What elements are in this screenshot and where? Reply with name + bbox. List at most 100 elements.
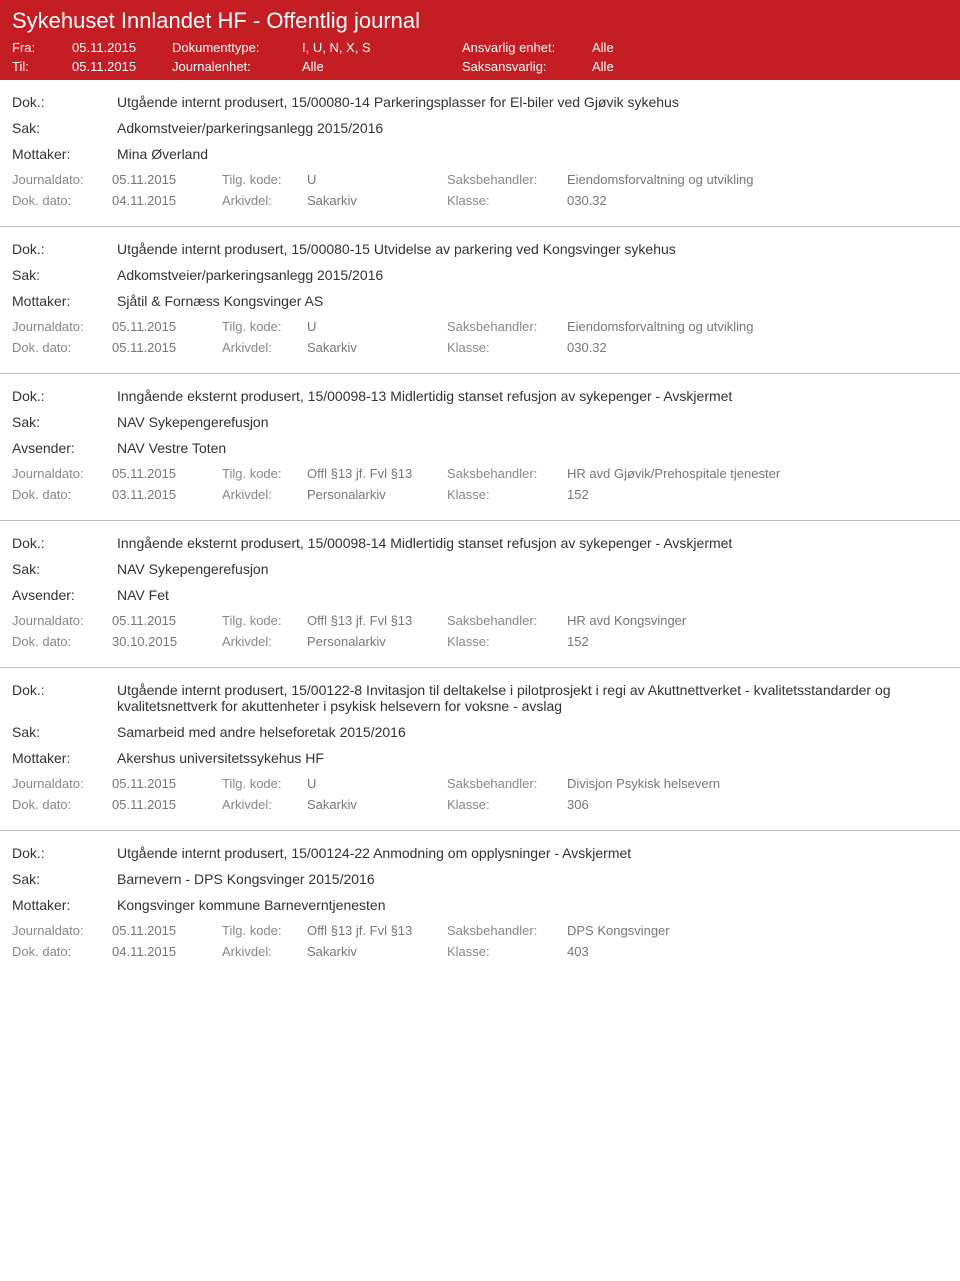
arkivdel-label: Arkivdel: bbox=[222, 193, 272, 208]
klasse-label: Klasse: bbox=[447, 487, 490, 502]
journaldato-value: 05.11.2015 bbox=[112, 923, 176, 938]
klasse-value: 306 bbox=[567, 797, 589, 812]
fra-label: Fra: bbox=[12, 40, 72, 55]
saksbehandler-value: DPS Kongsvinger bbox=[567, 923, 670, 938]
tilgkode-value: U bbox=[307, 319, 316, 334]
dokdato-label: Dok. dato: bbox=[12, 193, 71, 208]
arkivdel-value: Personalarkiv bbox=[307, 634, 386, 649]
klasse-value: 030.32 bbox=[567, 193, 607, 208]
tilgkode-label: Tilg. kode: bbox=[222, 923, 282, 938]
arkivdel-value: Sakarkiv bbox=[307, 944, 357, 959]
header: Sykehuset Innlandet HF - Offentlig journ… bbox=[0, 0, 960, 80]
dokdato-label: Dok. dato: bbox=[12, 487, 71, 502]
sak-value: Adkomstveier/parkeringsanlegg 2015/2016 bbox=[117, 267, 948, 283]
saksbehandler-value: HR avd Kongsvinger bbox=[567, 613, 686, 628]
saksbehandler-label: Saksbehandler: bbox=[447, 613, 537, 628]
party-value: Sjåtil & Fornæss Kongsvinger AS bbox=[117, 293, 948, 309]
sak-value: NAV Sykepengerefusjon bbox=[117, 561, 948, 577]
arkivdel-label: Arkivdel: bbox=[222, 634, 272, 649]
dok-value: Utgående internt produsert, 15/00124-22 … bbox=[117, 845, 948, 861]
saksbehandler-label: Saksbehandler: bbox=[447, 923, 537, 938]
arkivdel-label: Arkivdel: bbox=[222, 487, 272, 502]
ansvarlig-value: Alle bbox=[592, 40, 692, 55]
dok-label: Dok.: bbox=[12, 388, 117, 404]
dokdato-label: Dok. dato: bbox=[12, 797, 71, 812]
journaldato-label: Journaldato: bbox=[12, 613, 84, 628]
journaldato-value: 05.11.2015 bbox=[112, 466, 176, 481]
party-value: Mina Øverland bbox=[117, 146, 948, 162]
ansvarlig-label: Ansvarlig enhet: bbox=[462, 40, 592, 55]
party-label: Mottaker: bbox=[12, 293, 117, 309]
klasse-value: 152 bbox=[567, 487, 589, 502]
party-value: Kongsvinger kommune Barneverntjenesten bbox=[117, 897, 948, 913]
tilgkode-label: Tilg. kode: bbox=[222, 776, 282, 791]
party-label: Avsender: bbox=[12, 440, 117, 456]
tilgkode-value: Offl §13 jf. Fvl §13 bbox=[307, 613, 412, 628]
journal-entry: Dok.: Utgående internt produsert, 15/000… bbox=[0, 80, 960, 226]
party-label: Mottaker: bbox=[12, 897, 117, 913]
arkivdel-value: Personalarkiv bbox=[307, 487, 386, 502]
dokdato-value: 03.11.2015 bbox=[112, 487, 176, 502]
arkivdel-value: Sakarkiv bbox=[307, 193, 357, 208]
klasse-label: Klasse: bbox=[447, 797, 490, 812]
sak-value: NAV Sykepengerefusjon bbox=[117, 414, 948, 430]
doktype-value: I, U, N, X, S bbox=[302, 40, 462, 55]
dok-label: Dok.: bbox=[12, 682, 117, 714]
tilgkode-label: Tilg. kode: bbox=[222, 466, 282, 481]
arkivdel-value: Sakarkiv bbox=[307, 797, 357, 812]
tilgkode-value: Offl §13 jf. Fvl §13 bbox=[307, 923, 412, 938]
header-meta: Fra: Til: 05.11.2015 05.11.2015 Dokument… bbox=[12, 40, 948, 74]
entries-container: Dok.: Utgående internt produsert, 15/000… bbox=[0, 80, 960, 977]
tilgkode-value: U bbox=[307, 776, 316, 791]
tilgkode-label: Tilg. kode: bbox=[222, 172, 282, 187]
journal-entry: Dok.: Inngående eksternt produsert, 15/0… bbox=[0, 520, 960, 667]
arkivdel-label: Arkivdel: bbox=[222, 340, 272, 355]
klasse-value: 030.32 bbox=[567, 340, 607, 355]
journaldato-value: 05.11.2015 bbox=[112, 172, 176, 187]
party-value: Akershus universitetssykehus HF bbox=[117, 750, 948, 766]
sak-label: Sak: bbox=[12, 724, 117, 740]
sak-value: Samarbeid med andre helseforetak 2015/20… bbox=[117, 724, 948, 740]
dok-value: Utgående internt produsert, 15/00080-14 … bbox=[117, 94, 948, 110]
header-title: Sykehuset Innlandet HF - Offentlig journ… bbox=[12, 8, 948, 34]
journal-entry: Dok.: Utgående internt produsert, 15/001… bbox=[0, 667, 960, 830]
saksbehandler-label: Saksbehandler: bbox=[447, 776, 537, 791]
journaldato-label: Journaldato: bbox=[12, 319, 84, 334]
dokdato-value: 04.11.2015 bbox=[112, 944, 176, 959]
journaldato-label: Journaldato: bbox=[12, 923, 84, 938]
sak-label: Sak: bbox=[12, 871, 117, 887]
doktype-label: Dokumenttype: bbox=[172, 40, 302, 55]
tilgkode-label: Tilg. kode: bbox=[222, 613, 282, 628]
dokdato-value: 04.11.2015 bbox=[112, 193, 176, 208]
klasse-value: 152 bbox=[567, 634, 589, 649]
party-label: Mottaker: bbox=[12, 146, 117, 162]
party-value: NAV Vestre Toten bbox=[117, 440, 948, 456]
journaldato-value: 05.11.2015 bbox=[112, 613, 176, 628]
arkivdel-value: Sakarkiv bbox=[307, 340, 357, 355]
saksbehandler-value: HR avd Gjøvik/Prehospitale tjenester bbox=[567, 466, 780, 481]
sak-label: Sak: bbox=[12, 414, 117, 430]
party-value: NAV Fet bbox=[117, 587, 948, 603]
dokdato-label: Dok. dato: bbox=[12, 944, 71, 959]
sak-label: Sak: bbox=[12, 120, 117, 136]
journal-entry: Dok.: Utgående internt produsert, 15/000… bbox=[0, 226, 960, 373]
saksbehandler-value: Eiendomsforvaltning og utvikling bbox=[567, 319, 753, 334]
journalenhet-value: Alle bbox=[302, 59, 462, 74]
tilgkode-value: U bbox=[307, 172, 316, 187]
til-value: 05.11.2015 bbox=[72, 59, 172, 74]
tilgkode-value: Offl §13 jf. Fvl §13 bbox=[307, 466, 412, 481]
dok-value: Inngående eksternt produsert, 15/00098-1… bbox=[117, 535, 948, 551]
dok-value: Utgående internt produsert, 15/00080-15 … bbox=[117, 241, 948, 257]
saksbehandler-value: Eiendomsforvaltning og utvikling bbox=[567, 172, 753, 187]
klasse-label: Klasse: bbox=[447, 340, 490, 355]
journal-entry: Dok.: Inngående eksternt produsert, 15/0… bbox=[0, 373, 960, 520]
tilgkode-label: Tilg. kode: bbox=[222, 319, 282, 334]
dok-label: Dok.: bbox=[12, 845, 117, 861]
klasse-label: Klasse: bbox=[447, 634, 490, 649]
dokdato-label: Dok. dato: bbox=[12, 634, 71, 649]
saksbehandler-label: Saksbehandler: bbox=[447, 466, 537, 481]
party-label: Avsender: bbox=[12, 587, 117, 603]
dok-value: Utgående internt produsert, 15/00122-8 I… bbox=[117, 682, 948, 714]
party-label: Mottaker: bbox=[12, 750, 117, 766]
saksansvarlig-label: Saksansvarlig: bbox=[462, 59, 592, 74]
